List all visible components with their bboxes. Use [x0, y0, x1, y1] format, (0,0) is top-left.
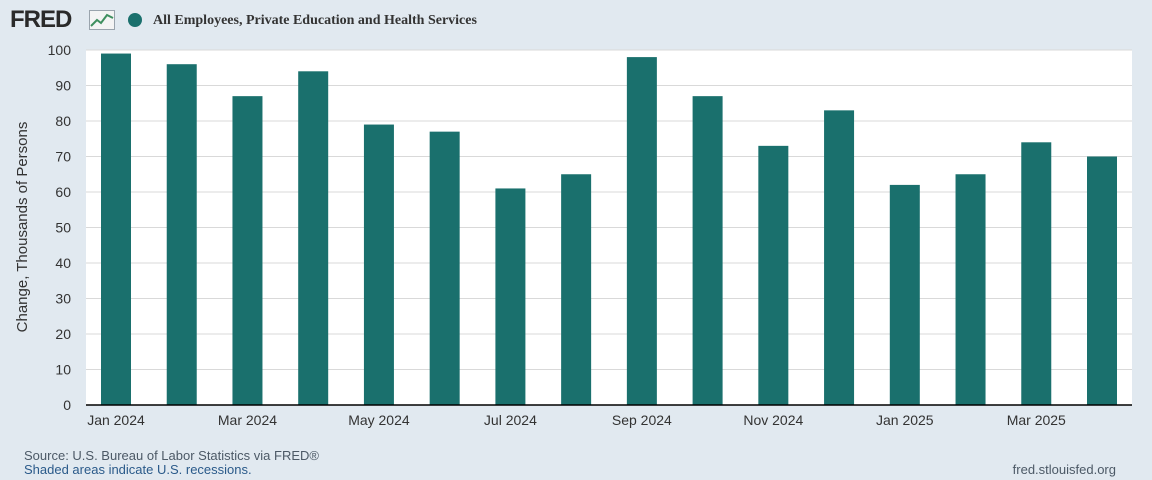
bar-jan-2024[interactable]: [101, 53, 131, 406]
x-tick-labels: Jan 2024 Mar 2024 May 2024 Jul 2024 Sep 2024…: [87, 412, 1066, 428]
x-tick-label: Mar 2025: [1007, 412, 1066, 428]
bar-jun-2024[interactable]: [429, 131, 460, 405]
bar-jul-2024[interactable]: [495, 188, 526, 405]
x-tick-label: May 2024: [348, 412, 410, 428]
x-tick-label: Sep 2024: [612, 412, 672, 428]
x-tick-label: Mar 2024: [218, 412, 277, 428]
legend-series-label[interactable]: All Employees, Private Education and Hea…: [153, 13, 477, 28]
y-tick-label: 30: [55, 291, 71, 307]
bar-feb-2024[interactable]: [166, 64, 197, 405]
y-tick-label: 70: [55, 149, 71, 165]
y-tick-label: 90: [55, 78, 71, 94]
y-tick-labels: 0 10 20 30 40 50 60 70 80 90 100: [48, 42, 72, 413]
bar-apr-2025[interactable]: [1087, 156, 1117, 406]
fred-logo: FRED: [10, 6, 72, 33]
y-tick-label: 50: [55, 220, 71, 236]
x-tick-label: Nov 2024: [743, 412, 803, 428]
chart-header: FRED All Employees, Private Education an…: [0, 0, 1152, 42]
bar-mar-2025[interactable]: [1021, 142, 1052, 406]
y-tick-label: 0: [63, 397, 71, 413]
y-axis-label: Change, Thousands of Persons: [14, 122, 31, 333]
bar-dec-2024[interactable]: [824, 110, 855, 405]
y-tick-label: 40: [55, 255, 71, 271]
x-tick-label: Jan 2025: [876, 412, 934, 428]
source-text: Source: U.S. Bureau of Labor Statistics …: [24, 448, 319, 463]
y-tick-label: 60: [55, 184, 71, 200]
recession-note: Shaded areas indicate U.S. recessions.: [24, 462, 252, 477]
bar-chart: 0 10 20 30 40 50 60 70 80 90 100 Jan 2024 Mar 2024 M…: [14, 42, 1132, 428]
bar-apr-2024[interactable]: [298, 71, 329, 406]
fred-graph-icon: [89, 10, 115, 30]
bar-feb-2025[interactable]: [955, 174, 986, 405]
bar-mar-2024[interactable]: [232, 96, 263, 406]
y-tick-label: 10: [55, 362, 71, 378]
bar-aug-2024[interactable]: [561, 174, 592, 405]
y-tick-label: 80: [55, 113, 71, 129]
bar-jan-2025[interactable]: [889, 184, 920, 405]
legend-marker: [128, 13, 142, 27]
bar-oct-2024[interactable]: [692, 96, 723, 406]
fred-url[interactable]: fred.stlouisfed.org: [1012, 462, 1116, 477]
x-tick-label: Jul 2024: [484, 412, 537, 428]
bar-may-2024[interactable]: [363, 124, 394, 406]
y-tick-label: 20: [55, 326, 71, 342]
bars: [101, 53, 1117, 406]
y-tick-label: 100: [48, 42, 72, 58]
x-tick-label: Jan 2024: [87, 412, 145, 428]
bar-sep-2024[interactable]: [626, 57, 657, 405]
bar-nov-2024[interactable]: [758, 145, 789, 405]
